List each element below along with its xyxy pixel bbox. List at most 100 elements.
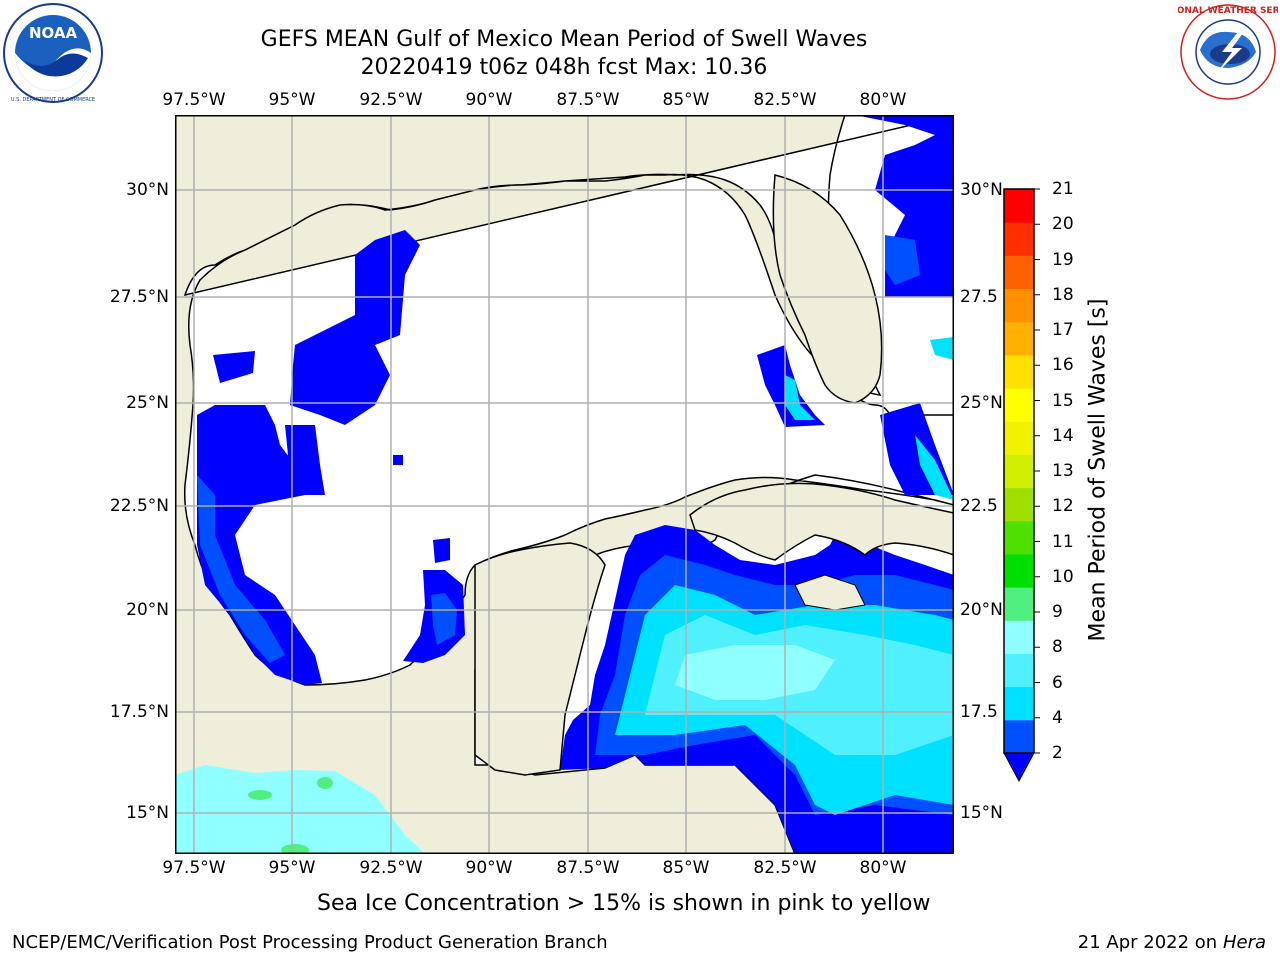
lat-tick-right: 30°N [960,180,1003,200]
lat-tick-right: 15°N [960,803,1003,823]
footer-date-text: 21 Apr 2022 on [1077,932,1223,953]
colorbar-bin [1004,222,1034,256]
swell-region-florida-west-cyan [785,375,815,420]
colorbar-bin [1004,288,1034,323]
lon-tick-bottom: 97.5°W [162,858,226,878]
map-frame [175,115,954,854]
swell-region-central-gulf [290,230,420,425]
colorbar-bin [1004,553,1034,588]
lon-tick-top: 92.5°W [359,90,423,110]
lon-tick-bottom: 87.5°W [556,858,620,878]
national-weather-service-logo: NATIONAL WEATHER SERVICE [1153,2,1280,102]
nws-logo-text: NATIONAL WEATHER SERVICE [1178,6,1278,16]
lon-tick-bottom: 95°W [268,858,316,878]
lat-tick-left: 30°N [126,180,169,200]
colorbar-bin [1004,520,1034,555]
colorbar-label: Mean Period of Swell Waves [s] [1085,298,1111,642]
lat-tick-right: 22.5 [960,496,998,516]
colorbar-bin [1004,454,1034,489]
swell-region-central-gulf-2 [285,425,325,495]
chart-subtitle: 20220419 t06z 048h fcst Max: 10.36 [360,55,768,80]
lon-tick-bottom: 90°W [465,858,513,878]
lon-tick-bottom: 80°W [859,858,907,878]
svg-text:U.S. DEPARTMENT OF COMMERCE: U.S. DEPARTMENT OF COMMERCE [11,97,95,103]
swell-region-atlantic-north [855,115,954,297]
swell-region-yucatan-cyan [431,593,457,645]
hispaniola-land [794,574,866,611]
colorbar-bin [1004,354,1034,389]
colorbar-tick-label: 16 [1052,355,1074,376]
noaa-logo: NOAA U.S. DEPARTMENT OF COMMERCE [2,2,104,104]
swell-region-atlantic-east [930,337,954,360]
footer-host: Hera [1222,932,1266,953]
noaa-logo-text: NOAA [29,24,78,42]
map-grid [175,115,954,854]
footer-credit: NCEP/EMC/Verification Post Processing Pr… [12,932,608,953]
map-canvas [175,114,955,856]
colorbar-tick-label: 20 [1052,214,1074,235]
yucatan-peninsula [474,542,606,776]
colorbar-bin [1004,388,1034,422]
colorbar-tick-label: 2 [1052,743,1063,763]
colorbar-tick-label: 6 [1052,672,1063,693]
lon-tick-top: 90°W [465,90,513,110]
colorbar-bin [1004,587,1034,621]
swell-region-atlantic-mid-cyan [915,435,954,500]
colorbar-bin [1004,321,1034,356]
colorbar-tick-label: 4 [1052,707,1063,728]
swell-region-central-gulf-3 [213,351,255,383]
colorbar-bin [1004,255,1034,290]
sea-ice-caption: Sea Ice Concentration > 15% is shown in … [317,891,931,916]
colorbar-tick-label: 10 [1052,566,1074,587]
lat-tick-right: 17.5 [960,702,998,722]
colorbar-tick-label: 17 [1052,320,1074,340]
lat-tick-left: 17.5°N [109,702,169,722]
lat-tick-left: 22.5°N [109,496,169,516]
lon-tick-bottom: 82.5°W [753,858,817,878]
colorbar-tick-label: 19 [1052,249,1074,270]
colorbar-tick-label: 8 [1052,637,1063,658]
lat-tick-right: 25°N [960,393,1003,413]
lat-tick-right: 27.5 [960,287,998,307]
colorbar-tick-label: 11 [1052,531,1074,552]
lon-tick-top: 97.5°W [162,90,226,110]
lon-tick-top: 85°W [662,90,710,110]
colorbar-bin [1004,653,1034,688]
lat-tick-left: 27.5°N [109,287,169,307]
colorbar-tick-label: 18 [1052,284,1074,305]
colorbar-tick-label: 12 [1052,496,1074,517]
lat-tick-left: 20°N [126,600,169,620]
chart-title: GEFS MEAN Gulf of Mexico Mean Period of … [260,27,868,52]
lon-tick-top: 95°W [268,90,316,110]
colorbar-tick-label: 9 [1052,602,1063,622]
swell-region-central-gulf-4 [393,455,403,465]
colorbar-tick-label: 21 [1052,179,1074,199]
colorbar-tick-label: 13 [1052,461,1074,481]
colorbar [1000,185,1040,785]
colorbar-bin [1004,487,1034,522]
pacific-water [175,765,425,854]
swell-region-atlantic-north-cyan [885,235,920,285]
colorbar-bin [1004,189,1034,223]
lat-tick-right: 20°N [960,600,1003,620]
lon-tick-bottom: 92.5°W [359,858,423,878]
lat-tick-left: 15°N [126,803,169,823]
lat-tick-left: 25°N [126,393,169,413]
cuba-land [689,482,955,561]
lon-tick-bottom: 85°W [662,858,710,878]
colorbar-under-arrow [1003,752,1035,783]
colorbar-bin [1004,686,1034,721]
colorbar-tick-label: 14 [1052,425,1074,446]
colorbar-bin [1004,719,1034,754]
map-panel [175,114,955,856]
lon-tick-top: 87.5°W [556,90,620,110]
lon-tick-top: 80°W [859,90,907,110]
colorbar-bin [1004,421,1034,455]
colorbar-bin [1004,620,1034,654]
swell-region-campeche [433,538,450,563]
lon-tick-top: 82.5°W [753,90,817,110]
footer-date: 21 Apr 2022 on Hera [1078,932,1266,954]
colorbar-tick-label: 15 [1052,390,1074,411]
swell-region-west-gulf-cyan [197,475,285,663]
swell-region-caribbean-pale [675,645,835,700]
